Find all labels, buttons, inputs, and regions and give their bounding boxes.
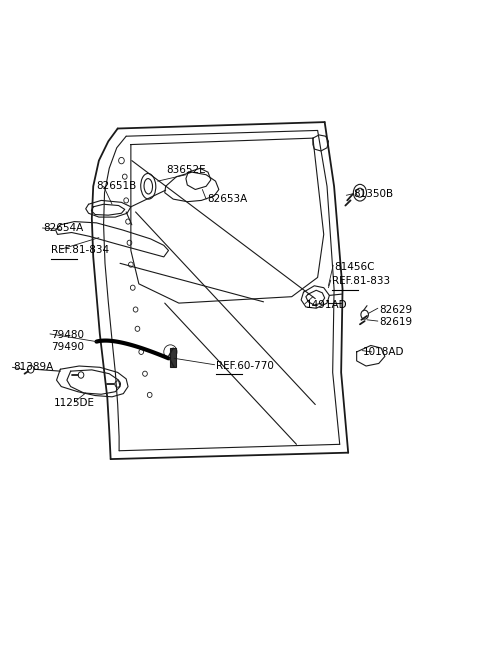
Text: 1491AD: 1491AD [306,300,348,310]
Text: 81389A: 81389A [13,362,53,372]
Text: 79490: 79490 [51,342,84,352]
Text: 1018AD: 1018AD [363,347,405,357]
Text: 82629: 82629 [379,305,412,314]
Text: 1125DE: 1125DE [54,398,95,408]
Text: 81350B: 81350B [353,189,393,199]
Text: 82619: 82619 [379,318,412,328]
Text: 83652E: 83652E [166,165,206,176]
Text: 82654A: 82654A [43,223,84,233]
Text: REF.81-833: REF.81-833 [332,276,390,286]
Text: 82651B: 82651B [96,181,137,191]
Text: REF.81-834: REF.81-834 [51,246,109,255]
Text: 81456C: 81456C [334,261,374,272]
FancyBboxPatch shape [170,348,176,367]
Text: 82653A: 82653A [207,194,247,204]
Text: REF.60-770: REF.60-770 [216,361,274,371]
Text: 79480: 79480 [51,330,84,340]
